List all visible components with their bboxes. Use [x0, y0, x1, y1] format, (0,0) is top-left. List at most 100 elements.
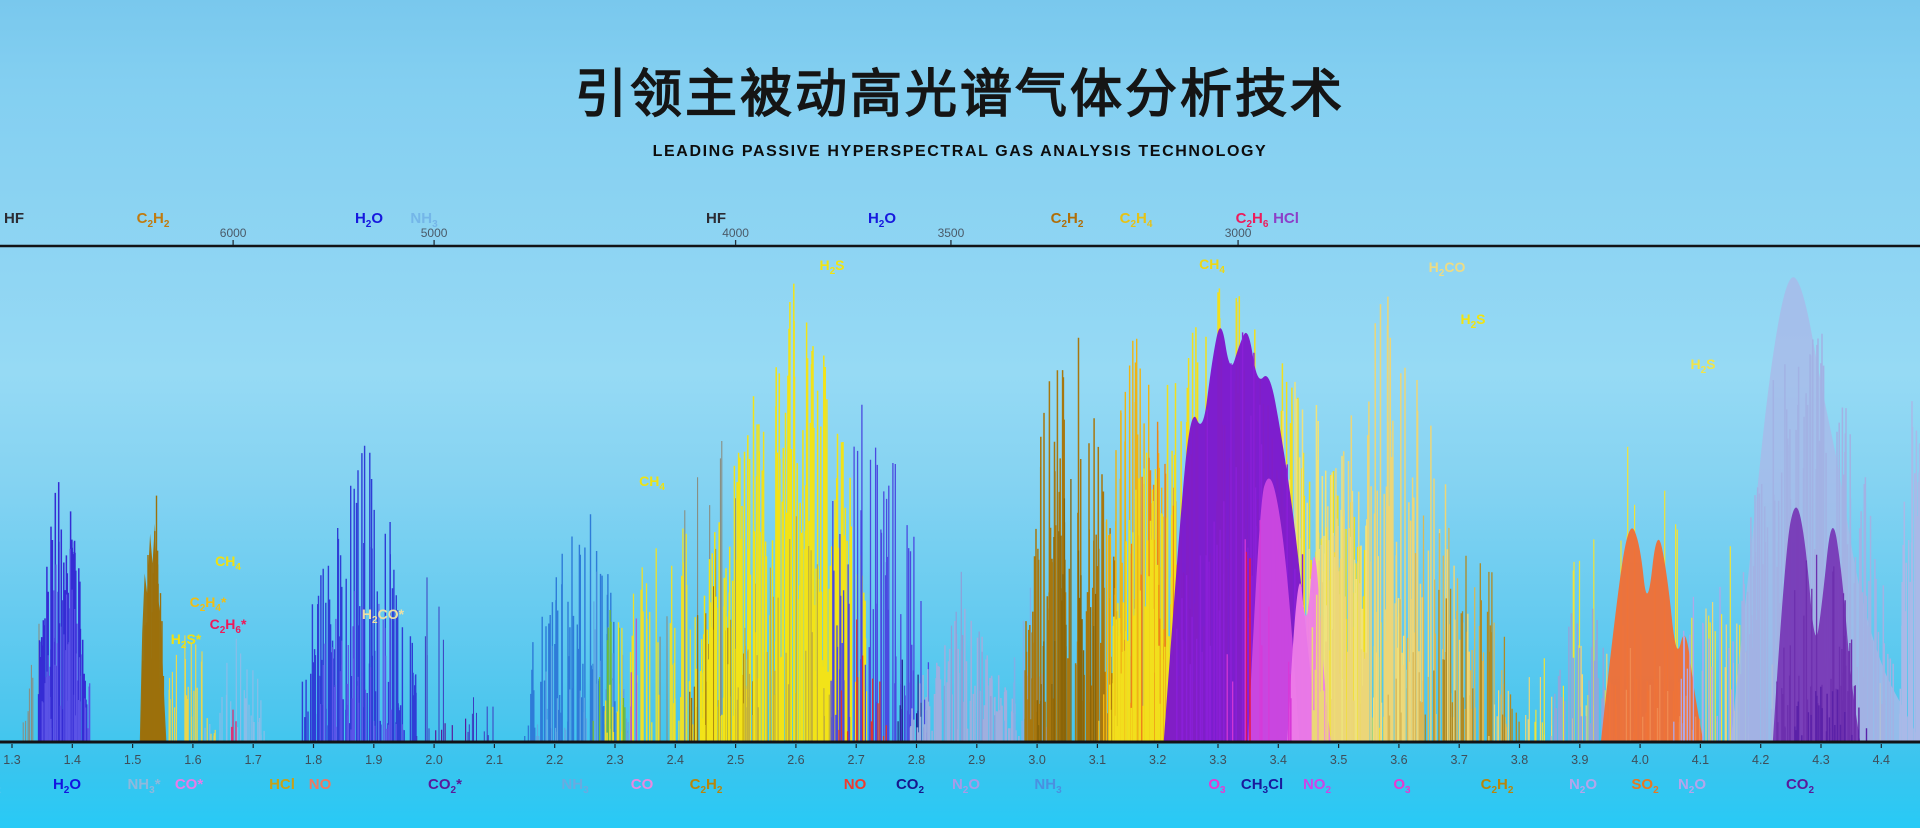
gas-label-inplot-H2S: H2S	[1460, 311, 1485, 331]
gas-label-top-C2H4: C2H4	[1120, 210, 1153, 230]
spectral-band-H2O-light	[41, 548, 91, 742]
gas-label-bottom-NH3: NH3	[1034, 776, 1062, 796]
bottom-axis-tick-label: 3.5	[1330, 753, 1347, 767]
gas-label-inplot-C2H4*: C2H4*	[190, 594, 227, 614]
bottom-axis-tick-label: 3.2	[1149, 753, 1166, 767]
page-subtitle: LEADING PASSIVE HYPERSPECTRAL GAS ANALYS…	[652, 143, 1268, 160]
spectral-blob-CH3Cl-orchid	[1248, 478, 1300, 742]
gas-label-bottom-O3: O3	[1393, 776, 1411, 796]
gas-label-bottom-C2H2: C2H2	[690, 776, 723, 796]
top-axis-tick-label: 3000	[1225, 226, 1252, 240]
bottom-axis-tick-label: 4.4	[1873, 753, 1890, 767]
bottom-axis-tick-label: 3.1	[1089, 753, 1106, 767]
spectral-band-crimson-line	[1245, 551, 1251, 742]
bottom-axis-tick-label: 4.3	[1812, 753, 1829, 767]
spectral-band-H2COs	[301, 445, 417, 742]
bottom-axis-tick-label: 2.0	[425, 753, 442, 767]
gas-label-inplot-CH4: CH4	[639, 473, 665, 493]
spectral-blob-SO2	[1600, 528, 1704, 742]
bottom-axis-tick-label: 3.9	[1571, 753, 1588, 767]
gas-label-bottom-CH3Cl: CH3Cl	[1241, 776, 1283, 796]
spectral-band-CO2-navy	[897, 659, 922, 742]
gas-label-bottom-SO2: SO2	[1631, 776, 1659, 796]
bottom-axis-tick-label: 2.7	[848, 753, 865, 767]
spectral-band-NO-red	[838, 619, 887, 742]
gas-label-bottom-N2O: N2O	[1678, 776, 1706, 796]
bottom-axis-tick-label: 2.3	[606, 753, 623, 767]
gas-label-top-HCl: HCl	[1273, 210, 1299, 227]
spectral-band-SO2-salmon	[1625, 648, 1701, 742]
bottom-axis-tick-label: 2.1	[486, 753, 503, 767]
spectral-band-HCl	[204, 638, 265, 742]
gas-label-bottom-NH3*: NH3*	[127, 776, 160, 796]
spectral-band-CO2-purple-lines	[1776, 554, 1856, 742]
bottom-axis-tick-label: 1.4	[64, 753, 81, 767]
gas-label-inplot-H2CO: H2CO	[1429, 259, 1466, 279]
spectral-band-H2S-yellow	[699, 283, 868, 742]
spectral-band-H2CO-khaki	[1311, 296, 1472, 742]
bottom-axis-tick-label: 1.7	[245, 753, 262, 767]
spectral-band-C2H6s	[231, 709, 237, 742]
spectral-band-baseline-gray	[22, 623, 40, 742]
gas-label-top-HF: HF	[706, 210, 726, 227]
spectral-band-COs	[168, 635, 216, 742]
bottom-axis-tick-label: 1.5	[124, 753, 141, 767]
page-title: 引领主被动高光谱气体分析技术	[574, 66, 1345, 124]
header: 引领主被动高光谱气体分析技术 LEADING PASSIVE HYPERSPEC…	[0, 0, 1920, 161]
top-axis-tick-label: 3500	[938, 226, 965, 240]
spectral-band-CO2s	[416, 577, 494, 742]
gas-label-bottom-CO2*: CO2*	[428, 776, 462, 796]
gas-label-top-C2H2: C2H2	[137, 210, 170, 230]
gas-label-bottom-CO: CO	[631, 776, 654, 793]
spectral-band-N2O-periwinkle2	[943, 571, 996, 742]
gas-label-inplot-H2CO*: H2CO*	[362, 606, 405, 626]
bottom-axis-tick-label: 4.1	[1692, 753, 1709, 767]
gas-label-top-H2O: H2O	[355, 210, 383, 230]
gas-label-bottom-N2O: N2O	[1569, 776, 1597, 796]
spectral-band-orchid-mix	[630, 618, 638, 742]
gas-label-top-H2O: H2O	[868, 210, 896, 230]
spectral-band-magenta-mix	[1226, 520, 1292, 742]
spectral-band-CO2-purple-short	[1794, 686, 1868, 742]
gas-label-bottom-CO*: CO*	[175, 776, 204, 793]
gas-label-bottom-C2H2: C2H2	[1481, 776, 1514, 796]
bottom-axis-tick-label: 1.9	[365, 753, 382, 767]
bottom-axis-tick-label: 4.2	[1752, 753, 1769, 767]
gas-label-inplot-H2S*: H2S*	[171, 631, 202, 651]
spectral-band-C2H2-gold-dark	[1036, 479, 1110, 742]
gas-label-inplot-H2S: H2S	[1690, 356, 1715, 376]
bottom-axis-tick-label: 2.4	[667, 753, 684, 767]
bottom-axis-tick-label: 2.9	[968, 753, 985, 767]
gas-label-bottom-CO2: CO2	[1786, 776, 1815, 796]
bottom-axis-tick-label: 3.0	[1028, 753, 1045, 767]
bottom-axis-tick-label: 1.8	[305, 753, 322, 767]
gas-label-inplot-H2S: H2S	[819, 257, 844, 277]
gas-label-bottom-H2O: H2O	[53, 776, 81, 796]
gas-label-bottom-NO: NO	[309, 776, 332, 793]
gas-label-top-HF: HF	[4, 210, 24, 227]
bottom-axis-tick-label: 2.8	[908, 753, 925, 767]
spectral-band-CH4-yellow	[604, 528, 713, 742]
spectral-band-CO2s-dark	[435, 718, 467, 742]
gas-label-bottom-NO2: NO2	[1303, 776, 1332, 796]
gas-label-bottom-O2: O2	[0, 776, 1, 796]
gas-label-bottom-CO2: CO2	[896, 776, 925, 796]
gas-label-bottom-NO: NO	[844, 776, 867, 793]
bottom-axis-tick-label: 3.8	[1511, 753, 1528, 767]
bottom-axis-tick-label: 3.4	[1270, 753, 1287, 767]
gas-label-bottom-HCl: HCl	[269, 776, 295, 793]
top-axis-tick-label: 4000	[722, 226, 749, 240]
gas-label-bottom-N2O: N2O	[952, 776, 980, 796]
bottom-axis-tick-label: 2.5	[727, 753, 744, 767]
bottom-axis-tick-label: 3.7	[1451, 753, 1468, 767]
top-axis-tick-label: 5000	[421, 226, 448, 240]
bottom-axis-tick-label: 4.0	[1631, 753, 1648, 767]
gas-label-inplot-CH4: CH4	[1199, 256, 1225, 276]
spectral-band-edge-lavender	[1899, 401, 1920, 742]
gas-label-inplot-C2H6*: C2H6*	[210, 616, 247, 636]
gas-label-inplot-CH4: CH4	[215, 553, 241, 573]
gas-label-bottom-NH3: NH3	[561, 776, 589, 796]
gas-label-top-C2H6: C2H6	[1236, 210, 1269, 230]
